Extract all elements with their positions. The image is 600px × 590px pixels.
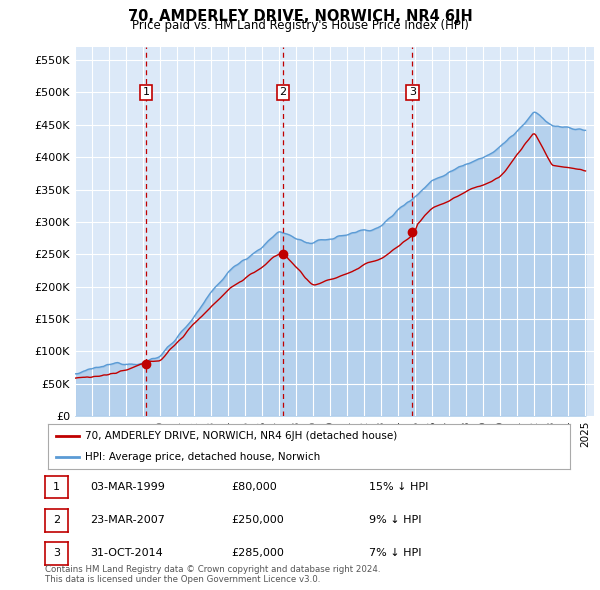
Text: 70, AMDERLEY DRIVE, NORWICH, NR4 6JH (detached house): 70, AMDERLEY DRIVE, NORWICH, NR4 6JH (de… [85, 431, 397, 441]
Text: 1: 1 [53, 482, 60, 491]
Text: £80,000: £80,000 [231, 482, 277, 491]
Text: £250,000: £250,000 [231, 516, 284, 525]
Text: 1: 1 [142, 87, 149, 97]
Text: 3: 3 [409, 87, 416, 97]
Text: 3: 3 [53, 549, 60, 558]
Text: 70, AMDERLEY DRIVE, NORWICH, NR4 6JH: 70, AMDERLEY DRIVE, NORWICH, NR4 6JH [128, 9, 472, 24]
Text: £285,000: £285,000 [231, 549, 284, 558]
Text: 31-OCT-2014: 31-OCT-2014 [90, 549, 163, 558]
Text: Price paid vs. HM Land Registry's House Price Index (HPI): Price paid vs. HM Land Registry's House … [131, 19, 469, 32]
Text: This data is licensed under the Open Government Licence v3.0.: This data is licensed under the Open Gov… [45, 575, 320, 584]
Text: 15% ↓ HPI: 15% ↓ HPI [369, 482, 428, 491]
Text: HPI: Average price, detached house, Norwich: HPI: Average price, detached house, Norw… [85, 452, 320, 462]
Text: 9% ↓ HPI: 9% ↓ HPI [369, 516, 421, 525]
Text: 23-MAR-2007: 23-MAR-2007 [90, 516, 165, 525]
Text: 2: 2 [280, 87, 287, 97]
Text: 2: 2 [53, 516, 60, 525]
Text: Contains HM Land Registry data © Crown copyright and database right 2024.: Contains HM Land Registry data © Crown c… [45, 565, 380, 574]
Text: 7% ↓ HPI: 7% ↓ HPI [369, 549, 421, 558]
Text: 03-MAR-1999: 03-MAR-1999 [90, 482, 165, 491]
